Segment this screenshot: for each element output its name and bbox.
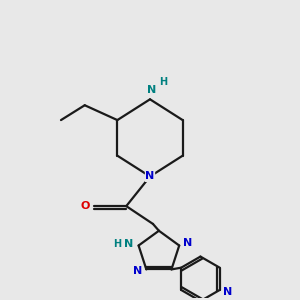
Text: N: N (134, 266, 143, 276)
Text: N: N (184, 238, 193, 248)
Text: N: N (124, 239, 134, 249)
Text: O: O (81, 201, 90, 211)
Text: N: N (223, 287, 232, 297)
Text: N: N (147, 85, 156, 95)
Text: H: H (159, 77, 167, 87)
Text: H: H (113, 239, 121, 249)
Text: N: N (146, 172, 154, 182)
